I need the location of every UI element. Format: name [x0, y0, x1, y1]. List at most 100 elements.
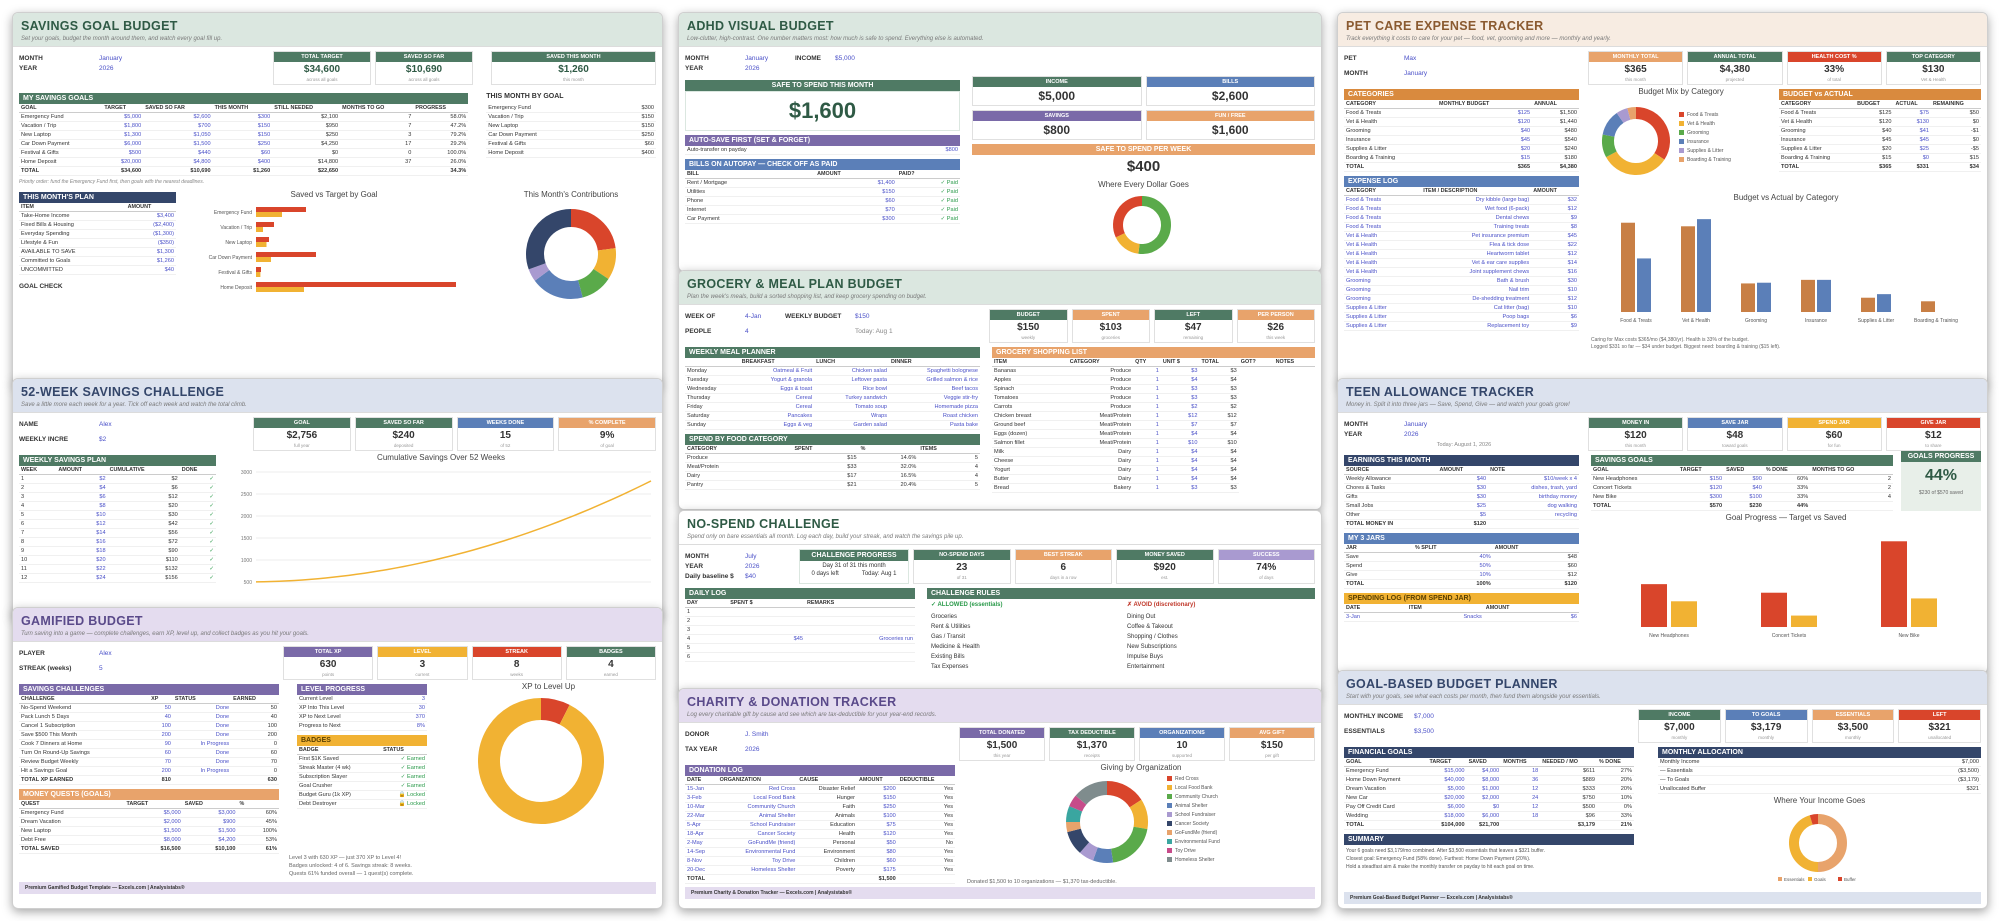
cell[interactable]: Replacement toy — [1421, 321, 1532, 331]
cell[interactable]: $80 — [856, 847, 898, 857]
cell[interactable]: $40 — [125, 265, 176, 275]
cell[interactable]: 370 — [399, 712, 427, 722]
cell[interactable]: $16 — [1531, 267, 1579, 277]
cell[interactable]: $18 — [56, 546, 108, 556]
cell[interactable]: Vet & Health — [1344, 240, 1422, 250]
cell[interactable]: birthday money — [1488, 492, 1579, 502]
cell[interactable]: $3 — [1160, 483, 1200, 493]
cell[interactable]: $100 — [856, 811, 898, 821]
cell[interactable]: $12 — [1531, 294, 1579, 304]
cell[interactable]: Vet & Health — [1344, 258, 1422, 268]
cell[interactable]: $1,400 — [815, 178, 897, 188]
cell[interactable]: $45 — [1437, 135, 1533, 145]
people-value[interactable]: 4 — [745, 327, 749, 335]
pet-value[interactable]: Max — [1404, 55, 1417, 62]
cell[interactable]: In Progress — [172, 766, 232, 776]
cell[interactable]: $30 — [1437, 483, 1489, 493]
cell[interactable]: $22 — [56, 564, 108, 574]
cell[interactable]: $12 — [1531, 249, 1579, 259]
tax-year-value[interactable]: 2026 — [745, 745, 760, 753]
cell[interactable]: $16 — [56, 537, 108, 547]
cell[interactable]: $7 — [1160, 420, 1200, 430]
cell[interactable] — [805, 652, 915, 662]
cell[interactable]: $1,500 — [182, 826, 238, 836]
cell[interactable]: Homemade pizza — [889, 402, 980, 412]
cell[interactable]: $8,000 — [124, 835, 183, 845]
cell[interactable]: 200 — [149, 766, 173, 776]
cell[interactable]: Nail trim — [1421, 285, 1532, 295]
cell[interactable]: recycling — [1488, 510, 1579, 520]
year-value[interactable]: 2026 — [1404, 431, 1419, 438]
cell[interactable]: 14-Sep — [685, 847, 718, 857]
cell[interactable]: $4 — [1160, 375, 1200, 385]
cell[interactable]: $3 — [1160, 366, 1200, 376]
cell[interactable]: $0 — [1893, 153, 1932, 163]
cell[interactable]: Eggs & veg — [739, 420, 815, 430]
week-value[interactable]: 4-Jan — [745, 313, 762, 320]
cell[interactable]: $150 — [1677, 474, 1725, 484]
cell[interactable]: 1 — [1133, 366, 1161, 376]
cell[interactable]: $8,000 — [1466, 775, 1502, 785]
cell[interactable]: $45 — [1531, 231, 1579, 241]
cell[interactable]: $300 — [212, 112, 273, 122]
cell[interactable]: $120 — [1677, 483, 1725, 493]
cell[interactable]: Cereal — [739, 393, 815, 403]
cell[interactable]: Vet & Health — [1344, 249, 1422, 259]
cell[interactable]: Wraps — [814, 411, 889, 421]
cell[interactable] — [728, 616, 806, 626]
month-value[interactable]: January — [1404, 69, 1428, 77]
cell[interactable]: Supplies & Litter — [1344, 312, 1422, 322]
cell[interactable]: $60 — [212, 148, 273, 158]
cell[interactable]: Wet food (6-pack) — [1421, 204, 1532, 214]
cell[interactable]: $8 — [1531, 222, 1579, 232]
cell[interactable]: Yogurt & granola — [739, 375, 815, 385]
cell[interactable]: Dental chews — [1421, 213, 1532, 223]
cell[interactable]: $2 — [56, 474, 108, 484]
cell[interactable]: Done — [172, 712, 232, 722]
cell[interactable]: $1,800 — [102, 121, 144, 131]
cell[interactable]: Veggie stir-fry — [889, 393, 980, 403]
cell[interactable]: Homeless Shelter — [717, 865, 798, 875]
cell[interactable]: $5,000 — [1427, 784, 1467, 794]
cell[interactable]: 10% — [1412, 570, 1493, 580]
cell[interactable]: Food & Treats — [1344, 213, 1422, 223]
cell[interactable]: $20 — [1437, 144, 1533, 154]
cell[interactable]: $24 — [56, 573, 108, 583]
cell[interactable]: 40 — [149, 712, 173, 722]
cell[interactable] — [805, 607, 915, 617]
cell[interactable]: Oatmeal & Fruit — [739, 366, 815, 376]
cell[interactable]: $90 — [1724, 474, 1764, 484]
cell[interactable]: $6 — [1531, 312, 1579, 322]
cell[interactable]: Beef tacos — [889, 384, 980, 394]
cell[interactable]: $1,300 — [125, 247, 176, 257]
cell[interactable]: $30 — [1437, 492, 1489, 502]
year-value[interactable]: 2026 — [745, 563, 760, 570]
cell[interactable]: $5,000 — [124, 808, 183, 818]
cell[interactable]: 1 — [1133, 465, 1161, 475]
cell[interactable]: Grilled salmon & rice — [889, 375, 980, 385]
cell[interactable]: 18-Apr — [685, 829, 718, 839]
cell[interactable]: Done — [172, 757, 232, 767]
cell[interactable]: $41 — [1893, 126, 1932, 136]
cell[interactable]: Turkey sandwich — [814, 393, 889, 403]
increment-value[interactable]: $2 — [99, 435, 107, 443]
cell[interactable]: In Progress — [172, 739, 232, 749]
cell[interactable]: Heartworm tablet — [1421, 249, 1532, 259]
cell[interactable] — [805, 616, 915, 626]
cell[interactable]: Done — [172, 730, 232, 740]
cell[interactable]: $4,000 — [1466, 766, 1502, 776]
cell[interactable]: Snacks — [1406, 612, 1484, 622]
cell[interactable]: 1 — [1133, 429, 1161, 439]
cell[interactable]: Community Church — [717, 802, 798, 812]
cell[interactable]: Spaghetti bolognese — [889, 366, 980, 376]
cell[interactable]: 1 — [1133, 375, 1161, 385]
cell[interactable]: Roast chicken — [889, 411, 980, 421]
cell[interactable]: Groceries run — [805, 634, 915, 644]
cell[interactable]: ($1,300) — [125, 229, 176, 239]
income-value[interactable]: $5,000 — [835, 55, 855, 62]
cell[interactable]: ($2,400) — [125, 220, 176, 230]
cell[interactable]: $10 — [1531, 285, 1579, 295]
cell[interactable]: $9 — [1531, 213, 1579, 223]
cell[interactable]: $1,500 — [124, 826, 183, 836]
cell[interactable]: $45 — [728, 634, 806, 644]
